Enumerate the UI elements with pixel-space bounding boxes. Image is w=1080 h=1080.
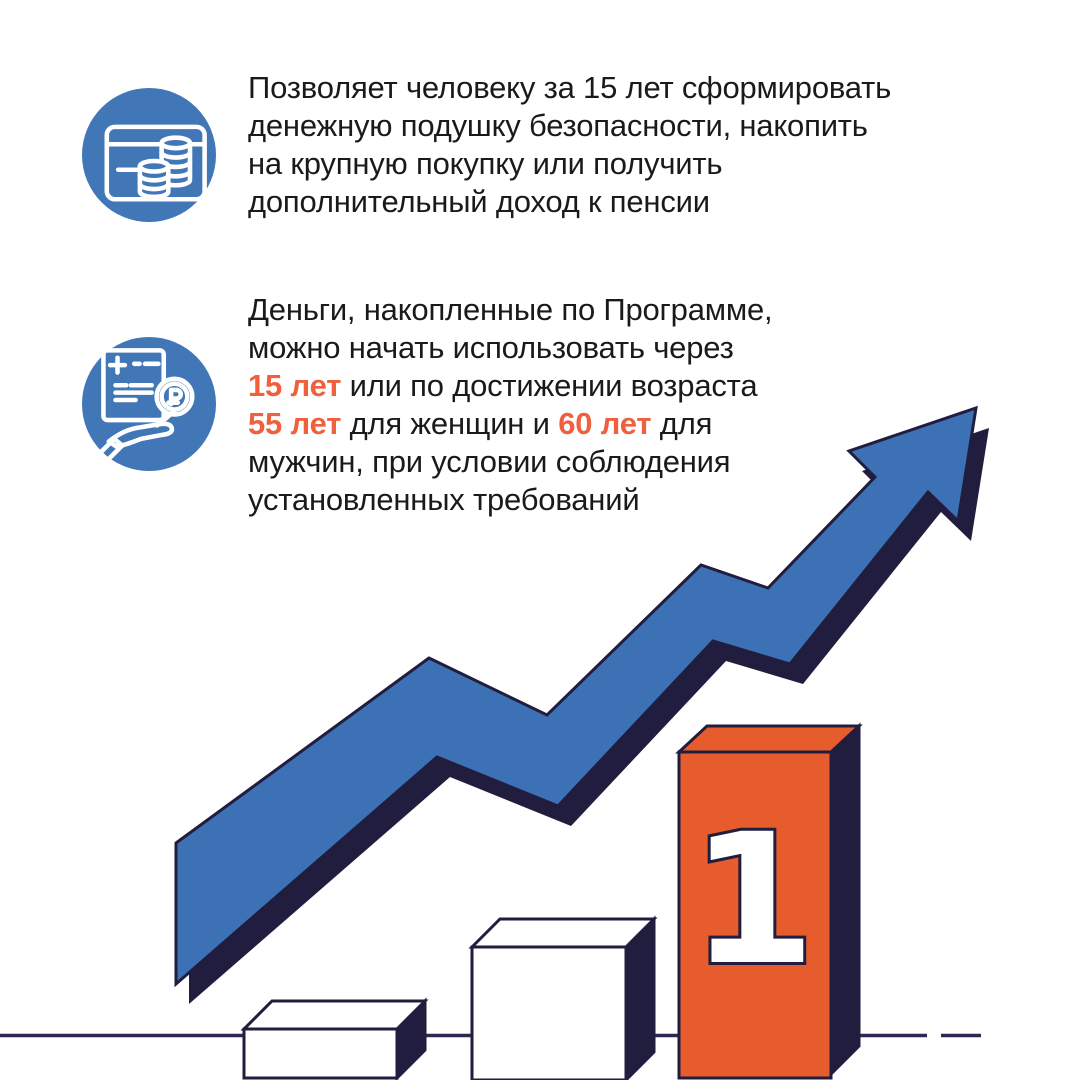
text-line: дополнительный доход к пенсии: [248, 183, 948, 221]
highlight-15-years: 15 лет: [248, 368, 342, 403]
podium-bar-medium: [468, 915, 658, 1080]
text-line: мужчин, при условии соблюдения: [248, 443, 888, 481]
growth-arrow-icon: [174, 405, 989, 1004]
text-segment: можно начать использовать через: [248, 330, 734, 365]
text-line: на крупную покупку или получить: [248, 145, 948, 183]
text-line: установленных требований: [248, 481, 888, 519]
text-segment: на крупную покупку или получить: [248, 146, 723, 181]
highlight-55-years: 55 лет: [248, 406, 342, 441]
highlight-60-years: 60 лет: [558, 406, 652, 441]
text-line: Позволяет человеку за 15 лет сформироват…: [248, 69, 948, 107]
podium-bar-first-place: 1: [675, 722, 863, 1080]
terms-icon-circle: [82, 337, 216, 471]
text-segment: мужчин, при условии соблюдения: [248, 444, 731, 479]
text-line: Деньги, накопленные по Программе,: [248, 291, 888, 329]
text-segment: Позволяет человеку за 15 лет сформироват…: [248, 70, 892, 105]
rank-1-label: 1: [690, 796, 815, 1005]
text-line: можно начать использовать через: [248, 329, 888, 367]
text-segment: или по достижении возраста: [341, 368, 758, 403]
text-line: 55 лет для женщин и 60 лет для: [248, 405, 888, 443]
text-segment: установленных требований: [248, 482, 640, 517]
benefit-text: Позволяет человеку за 15 лет сформироват…: [248, 69, 948, 221]
text-line: 15 лет или по достижении возраста: [248, 367, 888, 405]
text-segment: дополнительный доход к пенсии: [248, 184, 710, 219]
terms-text: Деньги, накопленные по Программе, можно …: [248, 291, 888, 519]
text-line: денежную подушку безопасности, накопить: [248, 107, 948, 145]
text-segment: для: [651, 406, 713, 441]
text-segment: для женщин и: [341, 406, 559, 441]
podium-bar-small: [240, 997, 429, 1080]
text-segment: денежную подушку безопасности, накопить: [248, 108, 868, 143]
benefit-icon-circle: [82, 88, 216, 222]
text-segment: Деньги, накопленные по Программе,: [248, 292, 773, 327]
card-coins-icon: [104, 124, 207, 202]
document-ruble-hand-icon: [97, 348, 195, 463]
